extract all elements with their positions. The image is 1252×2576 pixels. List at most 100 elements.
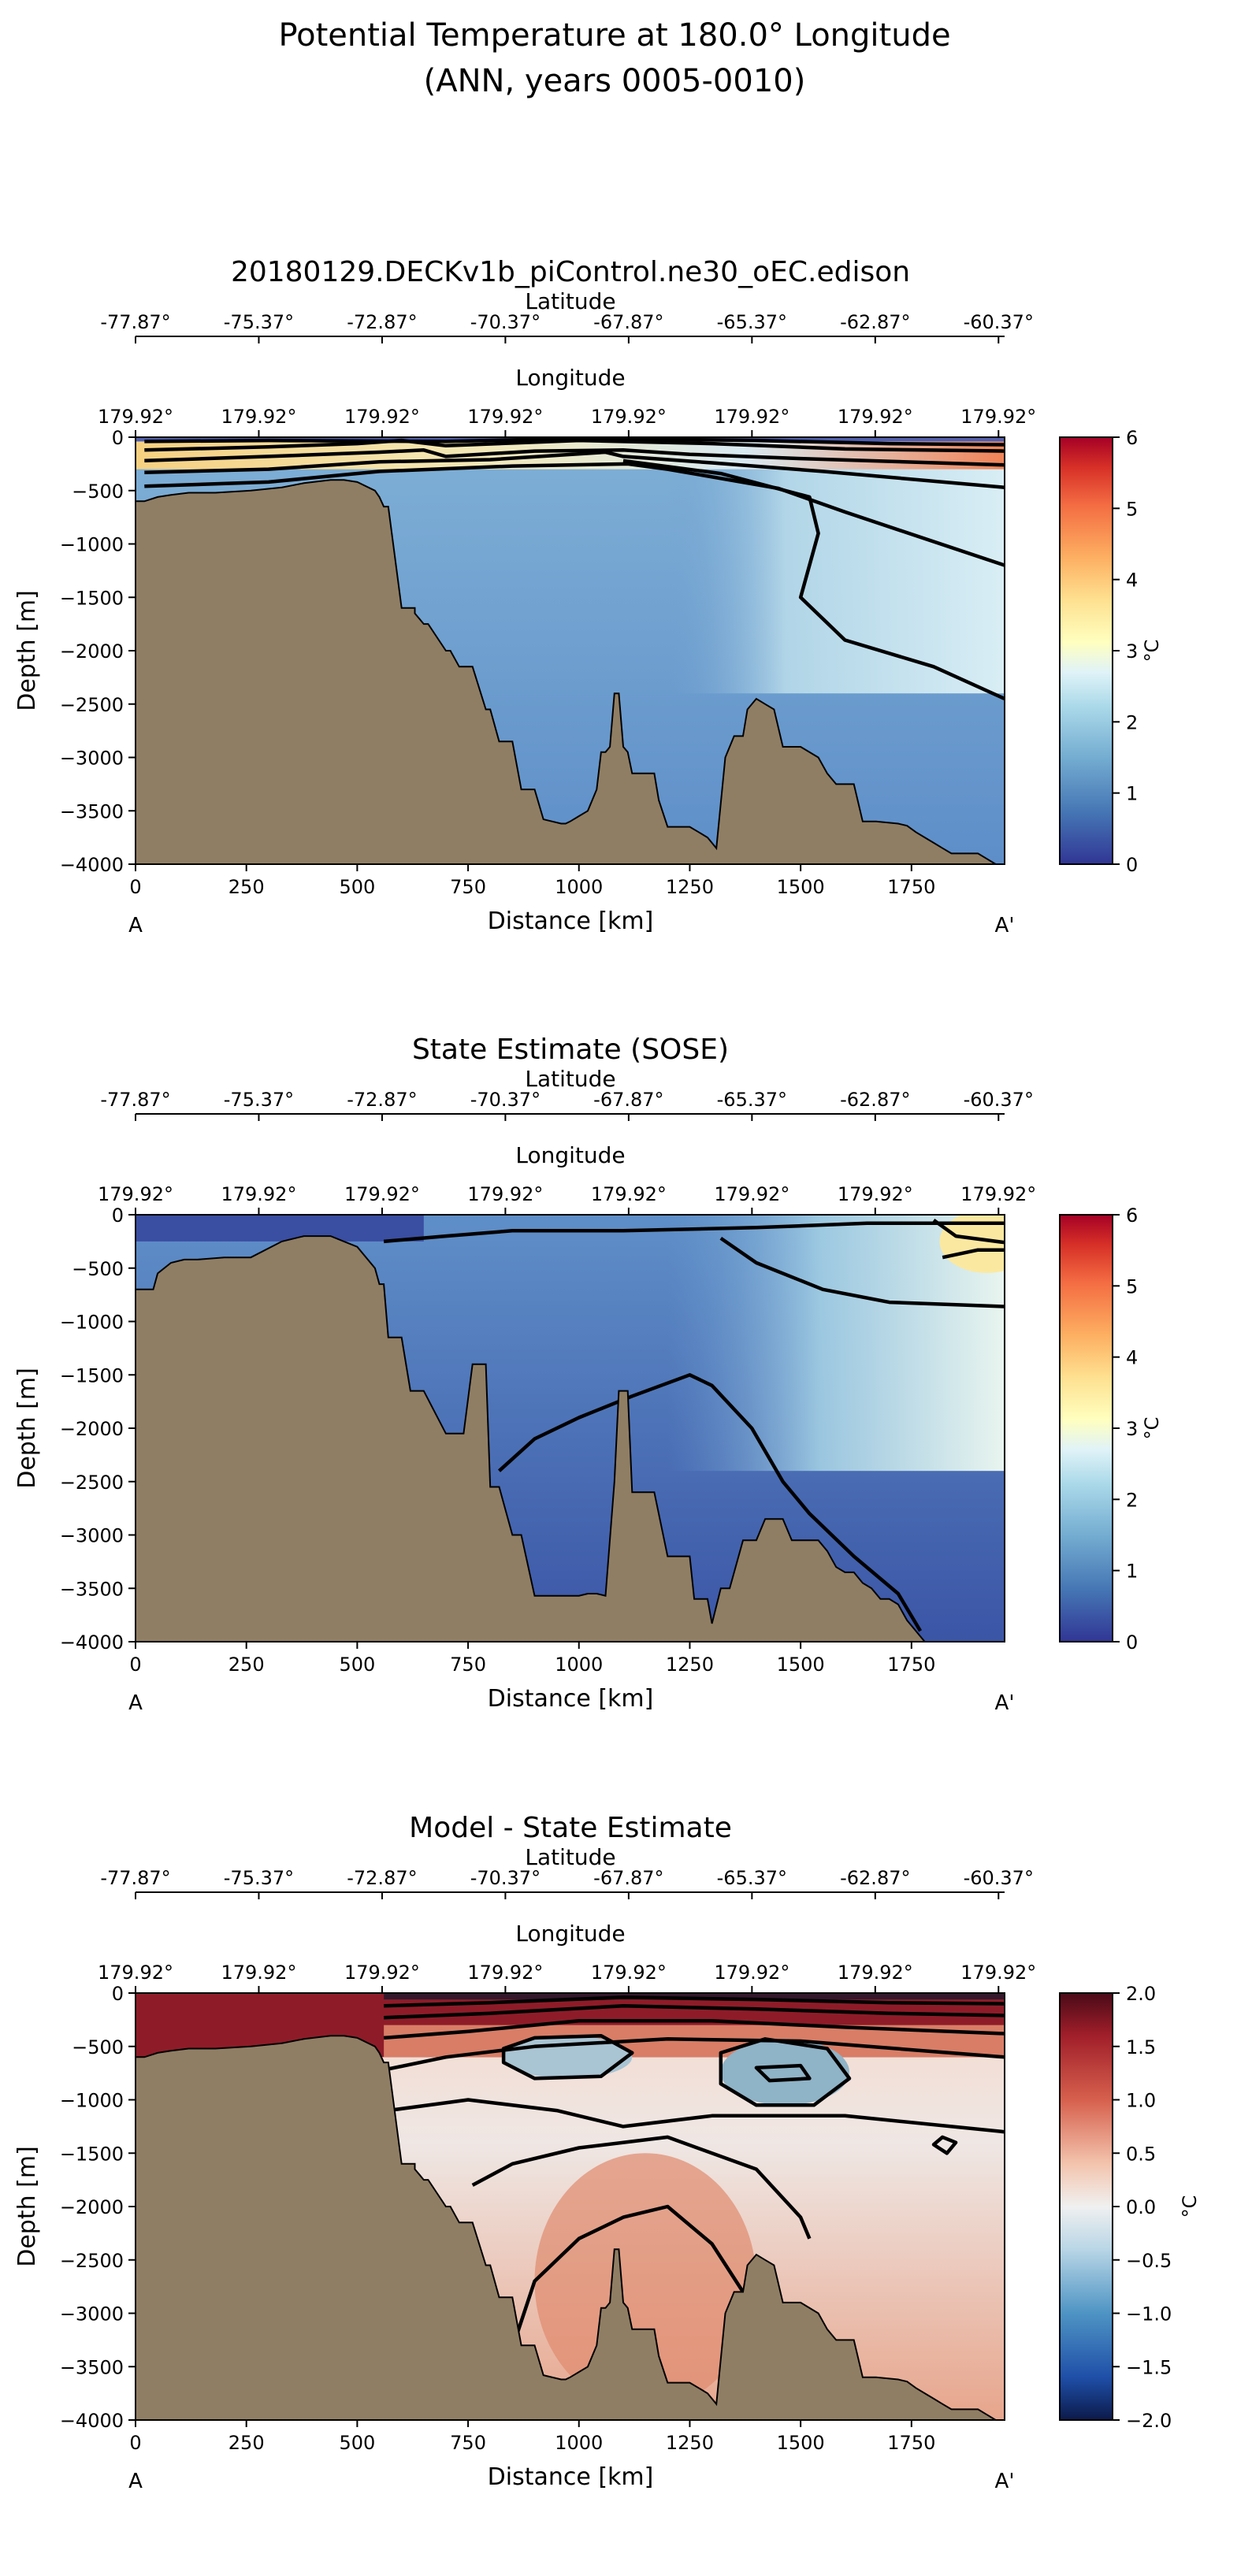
latitude-tick-label: -75.37° [224, 1867, 294, 1889]
colorbar-tick-label: 3 [1126, 1418, 1138, 1440]
y-tick-label: −3000 [60, 1525, 124, 1547]
contour-line [383, 1221, 1005, 1244]
plot-area [136, 1215, 1005, 1642]
colorbar-tick-label: 5 [1126, 498, 1138, 520]
longitude-tick-label: 179.92° [221, 1962, 296, 1984]
panel-title: Model - State Estimate [409, 1812, 732, 1844]
longitude-tick-label: 179.92° [98, 406, 173, 428]
longitude-tick-label: 179.92° [344, 1183, 420, 1205]
latitude-tick-label: -62.87° [840, 1867, 910, 1889]
x-tick-label: 1750 [887, 1654, 935, 1676]
y-tick-label: −1500 [60, 1364, 124, 1386]
y-tick-label: −1000 [60, 1312, 124, 1334]
contour-loop [719, 2037, 852, 2107]
y-axis-label: Depth [m] [13, 1368, 41, 1489]
field-surface-dark-layer [384, 1993, 1005, 2000]
section-end-label: A' [995, 914, 1015, 937]
panel-1: 20180129.DECKv1b_piControl.ne30_oEC.edis… [13, 256, 1163, 937]
longitude-tick-label: 179.92° [714, 1962, 789, 1984]
x-tick-label: 500 [339, 876, 375, 898]
colorbar-tick-label: 0 [1126, 854, 1138, 876]
x-tick-label: 250 [228, 876, 265, 898]
y-axis-label: Depth [m] [13, 590, 41, 711]
bathymetry-land [136, 479, 1005, 864]
longitude-tick-label: 179.92° [960, 406, 1036, 428]
y-tick-label: 0 [112, 427, 124, 449]
longitude-axis-label: Longitude [515, 1142, 625, 1168]
latitude-tick-label: -77.87° [100, 1867, 170, 1889]
y-tick-label: −1000 [60, 534, 124, 556]
colorbar-tick-label: 4 [1126, 570, 1138, 592]
y-tick-label: 0 [112, 1204, 124, 1227]
latitude-tick-label: -70.37° [470, 311, 541, 333]
x-tick-label: 1000 [555, 2432, 603, 2454]
longitude-tick-label: 179.92° [591, 1183, 667, 1205]
x-tick-label: 750 [450, 876, 486, 898]
x-tick-label: 500 [339, 1654, 375, 1676]
y-tick-label: −2500 [60, 1472, 124, 1494]
contour-line [144, 448, 1005, 467]
colorbar-tick-label: 1 [1126, 1561, 1138, 1583]
latitude-tick-label: -75.37° [224, 1089, 294, 1111]
latitude-tick-label: -60.37° [964, 1867, 1034, 1889]
contour-line [942, 1248, 1005, 1260]
contour-line [932, 1218, 1005, 1245]
contour-line [471, 2135, 812, 2240]
contour-line [144, 437, 1005, 447]
longitude-tick-label: 179.92° [838, 406, 913, 428]
section-end-label: A' [995, 2470, 1015, 2493]
colorbar-tick-label: 6 [1126, 427, 1138, 449]
latitude-tick-label: -65.37° [717, 1867, 787, 1889]
longitude-tick-label: 179.92° [714, 1183, 789, 1205]
colorbar-tick-label: 1.5 [1126, 2036, 1156, 2058]
section-end-label: A' [995, 1691, 1015, 1715]
longitude-tick-label: 179.92° [591, 406, 667, 428]
plot-area [136, 1993, 1005, 2420]
x-axis-label: Distance [km] [488, 2463, 654, 2491]
colorbar-tick-label: 0.5 [1126, 2143, 1156, 2165]
y-tick-label: −2000 [60, 2196, 124, 2218]
contour-line [719, 1236, 1005, 1308]
latitude-axis-label: Latitude [525, 1066, 615, 1092]
x-tick-label: 1500 [777, 876, 825, 898]
longitude-axis-label: Longitude [515, 1921, 625, 1947]
latitude-axis-label: Latitude [525, 1844, 615, 1870]
colorbar-tick-label: 3 [1126, 640, 1138, 663]
colorbar-tick-label: 2 [1126, 711, 1138, 733]
y-tick-label: −500 [72, 1258, 124, 1280]
colorbar-label: °C [1141, 640, 1163, 663]
y-tick-label: −1000 [60, 2090, 124, 2112]
colorbar-tick-label: 2 [1126, 1489, 1138, 1511]
y-tick-label: −500 [72, 481, 124, 503]
colorbar [1059, 1214, 1113, 1642]
panel-title: 20180129.DECKv1b_piControl.ne30_oEC.edis… [231, 256, 910, 288]
x-tick-label: 1500 [777, 1654, 825, 1676]
plot-area [136, 437, 1005, 864]
longitude-tick-label: 179.92° [467, 1183, 543, 1205]
x-axis-label: Distance [km] [488, 908, 654, 935]
x-tick-label: 0 [129, 1654, 141, 1676]
latitude-tick-label: -67.87° [593, 1867, 663, 1889]
field-deep-warm-anomaly [534, 2153, 756, 2410]
panels: 20180129.DECKv1b_piControl.ne30_oEC.edis… [13, 256, 1201, 2493]
contour-loop [931, 2135, 958, 2155]
y-tick-label: −3500 [60, 1578, 124, 1600]
x-axis-label: Distance [km] [488, 1685, 654, 1713]
x-tick-label: 250 [228, 2432, 265, 2454]
latitude-tick-label: -77.87° [100, 311, 170, 333]
contour-line [383, 2037, 1005, 2072]
y-tick-label: −2500 [60, 2250, 124, 2272]
x-tick-label: 1250 [666, 876, 714, 898]
contour-line [144, 462, 1005, 567]
panel-2: State Estimate (SOSE)Latitude -77.87° -75.… [13, 1034, 1163, 1715]
longitude-tick-label: 179.92° [221, 1183, 296, 1205]
longitude-tick-label: 179.92° [344, 406, 420, 428]
contour-line [144, 438, 1005, 453]
longitude-tick-label: 179.92° [960, 1183, 1036, 1205]
contour-loop [754, 2063, 812, 2083]
section-start-label: A [128, 1691, 143, 1715]
field-cold-anomaly-2 [720, 2039, 850, 2106]
figure-title-line-2: (ANN, years 0005-0010) [424, 63, 806, 99]
colorbar-tick-label: 6 [1126, 1204, 1138, 1227]
